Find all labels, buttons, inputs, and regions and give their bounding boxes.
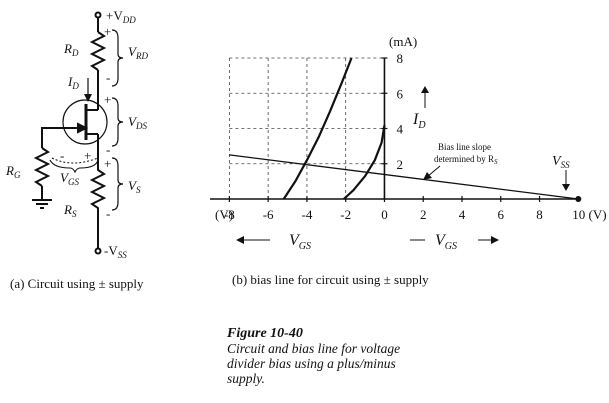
chart-gridlines — [228, 57, 385, 199]
x-unit-label: (V) — [215, 207, 233, 222]
y-axis-label: ID — [412, 111, 426, 131]
y-unit-label: (mA) — [389, 34, 417, 49]
vds-plus: + — [104, 92, 111, 107]
transfer-curve-2 — [343, 124, 386, 200]
circuit-labels: +VDD RD + - VRD ID + - VDS RG - + VGS + … — [5, 8, 148, 260]
x-axis-label-right: VGS — [435, 232, 457, 252]
rg-label: RG — [5, 163, 21, 180]
y-ticks: 2 4 6 8 — [381, 51, 403, 172]
id-arrow — [84, 94, 92, 102]
y-tick-label-2: 6 — [396, 86, 403, 101]
chart-labels: (mA) (V) ID VGS VGS Bias line slope dete… — [215, 34, 570, 252]
rd-plus: + — [104, 24, 111, 39]
x-tick-label-5: 2 — [420, 207, 427, 222]
x-tick-label-4: 0 — [381, 207, 388, 222]
rs-resistor — [89, 160, 107, 248]
vgs-plus: + — [84, 148, 91, 163]
x-tick-label-0: -8 — [224, 207, 235, 222]
vs-plus: + — [104, 156, 111, 171]
vgs-minus: - — [60, 148, 64, 163]
bias-line-note-2: determined by RS — [434, 154, 498, 166]
transfer-curve-1 — [282, 57, 353, 200]
jfet-envelope — [62, 99, 108, 145]
rg-resistor — [33, 147, 51, 187]
vs-label: VS — [128, 178, 141, 195]
vds-brace — [111, 97, 124, 147]
y-tick-label-3: 8 — [396, 51, 403, 66]
vgs-brace — [49, 159, 99, 174]
id-label: ID — [67, 74, 79, 91]
x-tick-label-8: 8 — [536, 207, 543, 222]
vrd-brace — [111, 29, 124, 87]
vgs-label: VGS — [60, 170, 79, 187]
vss-label: -VSS — [104, 243, 127, 260]
figure-caption-line-2: divider bias using a plus/minus — [227, 356, 396, 371]
x-tick-label-7: 6 — [498, 207, 505, 222]
vss-point-label: VSS — [552, 154, 570, 170]
vs-brace — [111, 157, 124, 211]
vds-minus: - — [106, 142, 110, 157]
circuit-caption: (a) Circuit using ± supply — [10, 276, 144, 291]
x-ticks: -8 -6 -4 -2 0 2 4 6 8 10 (V) — [224, 196, 607, 222]
chart-caption: (b) bias line for circuit using ± supply — [232, 272, 429, 287]
figure-title: Figure 10-40 — [227, 326, 303, 341]
rs-label: RS — [63, 202, 77, 219]
bias-line-note-1: Bias line slope — [438, 142, 491, 152]
y-tick-label-1: 4 — [396, 122, 403, 137]
y-tick-label-0: 2 — [396, 157, 403, 172]
vss-terminal — [94, 247, 102, 255]
figure-caption: Figure 10-40 Circuit and bias line for v… — [227, 326, 400, 386]
x-axis-label-left: VGS — [289, 232, 311, 252]
vds-label: VDS — [128, 114, 147, 131]
x-tick-label-9: 10 (V) — [572, 207, 606, 222]
bias-line — [229, 154, 579, 200]
x-tick-label-2: -4 — [302, 207, 313, 222]
x-tick-label-1: -6 — [263, 207, 274, 222]
jfet-gate-lead — [41, 127, 86, 148]
vs-minus: - — [106, 206, 110, 221]
vrd-label: VRD — [128, 44, 148, 61]
figure-caption-line-1: Circuit and bias line for voltage — [227, 341, 401, 356]
x-tick-label-6: 4 — [459, 207, 466, 222]
rd-resistor — [89, 31, 107, 71]
figure-caption-line-3: supply. — [227, 371, 265, 386]
chart-arrows — [236, 86, 570, 244]
vdd-label: +VDD — [106, 8, 136, 25]
circuit-diagram — [32, 11, 124, 255]
chart-series — [229, 57, 582, 202]
x-tick-label-3: -2 — [340, 207, 351, 222]
rd-minus: - — [106, 70, 110, 85]
jfet-gate-arrow — [77, 122, 89, 134]
vdd-terminal — [94, 11, 102, 19]
vss-point — [575, 196, 582, 202]
rd-label: RD — [63, 41, 79, 58]
